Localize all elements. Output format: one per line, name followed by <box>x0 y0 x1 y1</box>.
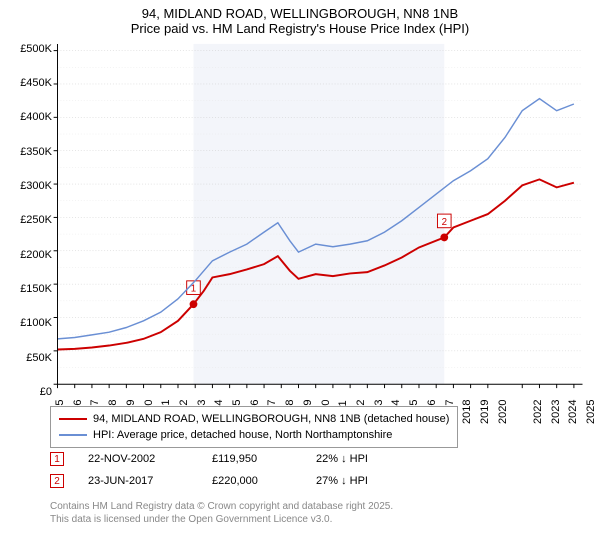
footer-line: Contains HM Land Registry data © Crown c… <box>50 500 393 513</box>
sale-row: 2 23-JUN-2017 £220,000 27% ↓ HPI <box>50 470 396 492</box>
y-tick-label: £400K <box>20 111 52 123</box>
legend-swatch <box>59 434 87 436</box>
legend-row: HPI: Average price, detached house, Nort… <box>59 427 449 443</box>
x-tick-label: 2019 <box>479 400 491 424</box>
sale-marker-icon: 1 <box>50 452 64 466</box>
sale-hpi: 22% ↓ HPI <box>316 453 396 465</box>
y-tick-label: £350K <box>20 146 52 158</box>
legend-label: HPI: Average price, detached house, Nort… <box>93 429 392 441</box>
sale-row: 1 22-NOV-2002 £119,950 22% ↓ HPI <box>50 448 396 470</box>
y-tick-label: £50K <box>26 352 52 364</box>
legend: 94, MIDLAND ROAD, WELLINGBOROUGH, NN8 1N… <box>50 406 458 448</box>
x-tick-label: 2023 <box>550 400 562 424</box>
y-tick-label: £500K <box>20 43 52 55</box>
title-subtitle: Price paid vs. HM Land Registry's House … <box>0 21 600 36</box>
footer: Contains HM Land Registry data © Crown c… <box>50 500 393 526</box>
sale-price: £119,950 <box>212 453 292 465</box>
svg-text:2: 2 <box>442 217 447 228</box>
footer-line: This data is licensed under the Open Gov… <box>50 513 393 526</box>
title-address: 94, MIDLAND ROAD, WELLINGBOROUGH, NN8 1N… <box>0 6 600 21</box>
y-tick-label: £100K <box>20 317 52 329</box>
sale-hpi: 27% ↓ HPI <box>316 475 396 487</box>
y-tick-label: £150K <box>20 283 52 295</box>
legend-swatch <box>59 418 87 420</box>
plot-svg: 12 <box>50 42 590 392</box>
legend-row: 94, MIDLAND ROAD, WELLINGBOROUGH, NN8 1N… <box>59 411 449 427</box>
sales-block: 1 22-NOV-2002 £119,950 22% ↓ HPI 2 23-JU… <box>50 448 396 492</box>
x-tick-label: 2025 <box>585 400 597 424</box>
y-tick-label: £450K <box>20 77 52 89</box>
sale-date: 23-JUN-2017 <box>88 475 188 487</box>
x-tick-label: 2022 <box>532 400 544 424</box>
y-tick-label: £200K <box>20 249 52 261</box>
sale-marker-icon: 2 <box>50 474 64 488</box>
legend-label: 94, MIDLAND ROAD, WELLINGBOROUGH, NN8 1N… <box>93 413 449 425</box>
x-tick-label: 2024 <box>567 400 579 424</box>
chart-area: 12 <box>50 42 590 392</box>
chart-container: 94, MIDLAND ROAD, WELLINGBOROUGH, NN8 1N… <box>0 0 600 560</box>
y-tick-label: £300K <box>20 180 52 192</box>
sale-price: £220,000 <box>212 475 292 487</box>
title-block: 94, MIDLAND ROAD, WELLINGBOROUGH, NN8 1N… <box>0 0 600 38</box>
sale-date: 22-NOV-2002 <box>88 453 188 465</box>
y-tick-label: £250K <box>20 214 52 226</box>
x-tick-label: 2018 <box>461 400 473 424</box>
x-tick-label: 2020 <box>497 400 509 424</box>
